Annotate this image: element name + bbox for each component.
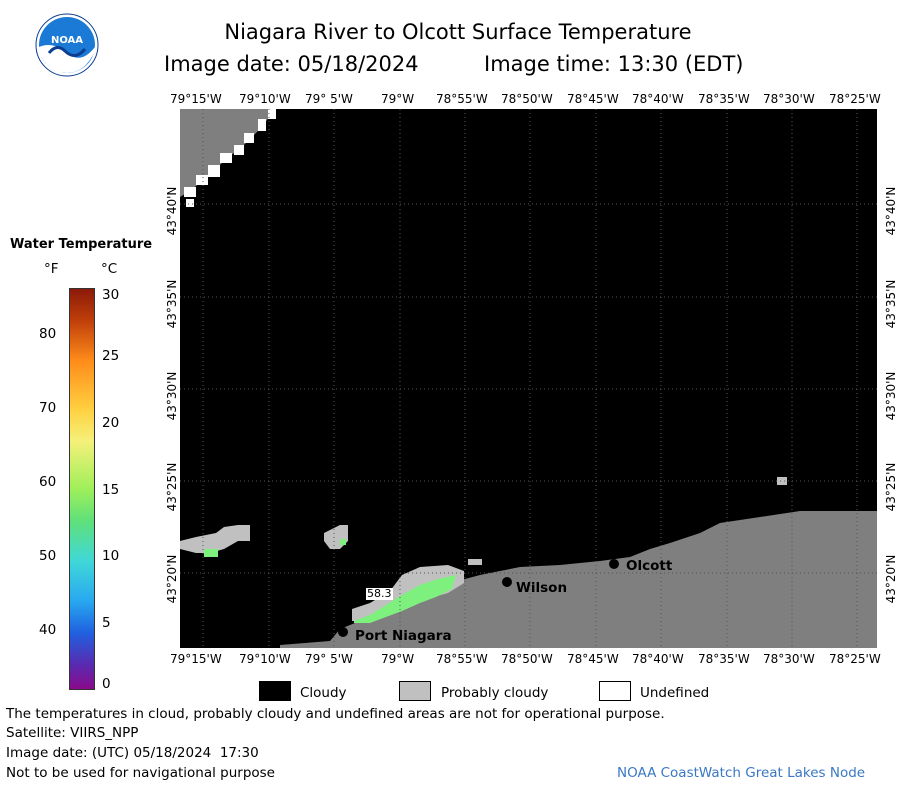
legend-label-probably-cloudy: Probably cloudy (441, 685, 549, 701)
lon-label: 78°30'W (763, 652, 815, 666)
c-tick: 10 (102, 548, 120, 564)
noaa-logo: NOAA (35, 13, 99, 77)
f-tick: 40 (39, 622, 57, 638)
legend-label-undefined: Undefined (640, 685, 710, 701)
water-temperature-pixels (204, 539, 456, 623)
lon-label: 79°15'W (170, 652, 222, 666)
c-tick: 0 (102, 676, 111, 692)
colorbar-title: Water Temperature (10, 237, 153, 252)
legend-label-cloudy: Cloudy (300, 685, 347, 701)
f-tick: 80 (39, 326, 57, 342)
lat-label: 43°35'N (165, 279, 179, 329)
lat-label: 43°25'N (884, 462, 898, 512)
lon-label: 78°45'W (567, 652, 619, 666)
c-tick: 30 (102, 287, 120, 303)
lon-label: 78°25'W (829, 92, 881, 106)
colorbar-unit-c: °C (101, 261, 118, 277)
lat-label: 43°20'N (165, 554, 179, 604)
colorbar-unit-f: °F (44, 261, 59, 277)
footer-credit: NOAA CoastWatch Great Lakes Node (617, 765, 866, 781)
footer-notice: The temperatures in cloud, probably clou… (6, 706, 665, 722)
c-tick: 20 (102, 415, 120, 431)
place-label-olcott: Olcott (626, 558, 673, 574)
lon-label: 79°15'W (170, 92, 222, 106)
legend-swatch-cloudy (259, 681, 291, 701)
lon-label: 78°30'W (763, 92, 815, 106)
lon-label: 79°W (381, 652, 415, 666)
f-tick: 60 (39, 474, 57, 490)
legend-swatch-probably-cloudy (399, 681, 431, 701)
temperature-value-label: 58.3 (366, 587, 393, 600)
place-label-wilson: Wilson (516, 580, 568, 596)
lon-label: 78°25'W (829, 652, 881, 666)
image-date: Image date: 05/18/2024 (164, 52, 419, 76)
map-canvas (180, 109, 877, 648)
lat-label: 43°40'N (884, 186, 898, 236)
lon-label: 78°40'W (632, 652, 684, 666)
lon-label: 79° 5'W (305, 92, 353, 106)
land-south-shore (280, 511, 877, 648)
lon-label: 79°10'W (239, 92, 291, 106)
lon-label: 78°40'W (632, 92, 684, 106)
lon-label: 78°35'W (698, 92, 750, 106)
lon-label: 78°50'W (501, 652, 553, 666)
lat-label: 43°35'N (884, 279, 898, 329)
lon-label: 79°10'W (239, 652, 291, 666)
map-title: Niagara River to Olcott Surface Temperat… (224, 20, 692, 44)
legend-swatch-undefined (599, 681, 631, 701)
temperature-map: Olcott Wilson Port Niagara 58.3 (180, 109, 877, 648)
lon-label: 78°45'W (567, 92, 619, 106)
lat-label: 43°30'N (884, 371, 898, 421)
f-tick: 70 (39, 400, 57, 416)
undefined-area-northwest (184, 109, 276, 207)
lat-label: 43°25'N (165, 462, 179, 512)
graticule (180, 109, 877, 648)
noaa-logo-text: NOAA (50, 35, 84, 46)
footer-navigation: Not to be used for navigational purpose (6, 765, 275, 781)
place-label-port-niagara: Port Niagara (355, 628, 452, 644)
lat-label: 43°40'N (165, 186, 179, 236)
lon-label: 78°50'W (501, 92, 553, 106)
c-tick: 5 (102, 615, 111, 631)
colorbar (69, 288, 95, 690)
olcott-marker (609, 559, 619, 569)
footer-utc-date: Image date: (UTC) 05/18/2024 17:30 (6, 745, 259, 761)
wilson-marker (502, 577, 512, 587)
lon-label: 78°35'W (698, 652, 750, 666)
port-niagara-marker (338, 627, 348, 637)
lon-label: 79°W (381, 92, 415, 106)
lon-label: 78°55'W (436, 652, 488, 666)
f-tick: 50 (39, 548, 57, 564)
lat-label: 43°30'N (165, 371, 179, 421)
c-tick: 15 (102, 482, 120, 498)
lon-label: 79° 5'W (305, 652, 353, 666)
footer-satellite: Satellite: VIIRS_NPP (6, 725, 139, 741)
image-time: Image time: 13:30 (EDT) (484, 52, 744, 76)
lon-label: 78°55'W (436, 92, 488, 106)
c-tick: 25 (102, 348, 120, 364)
lat-label: 43°20'N (884, 554, 898, 604)
